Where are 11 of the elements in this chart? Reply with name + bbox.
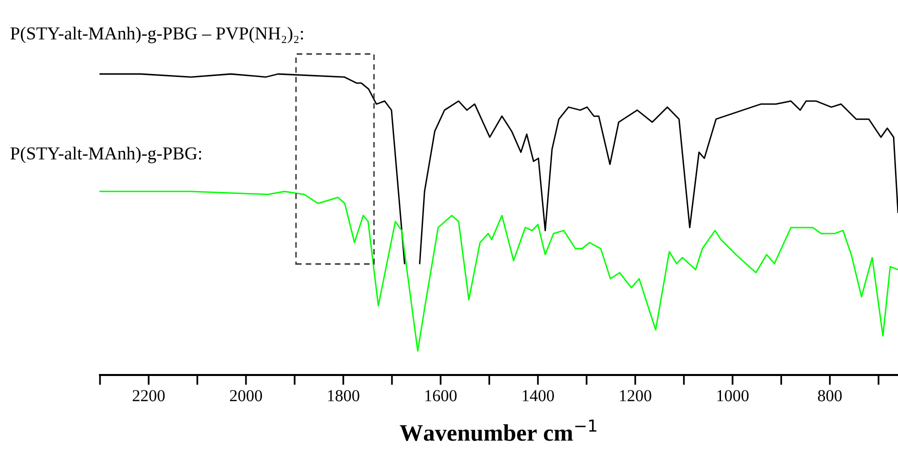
x-tick-label: 2200 [132,390,165,402]
x-tick-label: 1600 [425,390,457,402]
x-tick-label: 800 [818,390,842,402]
x-tick-label: 2000 [230,390,262,402]
series-label: P(STY-alt-MAnh)-g-PBG: [10,146,202,164]
x-tick-label: 1000 [717,390,749,402]
x-tick-label: 1200 [620,390,652,402]
x-tick-label: 1400 [522,390,554,402]
series-label: P(STY-alt-MAnh)-g-PBG – PVP(NH₂)₂: [10,26,303,44]
x-tick-label: 1800 [328,390,360,402]
x-axis-title: Wavenumber cm$^{−1}$ [400,420,596,442]
